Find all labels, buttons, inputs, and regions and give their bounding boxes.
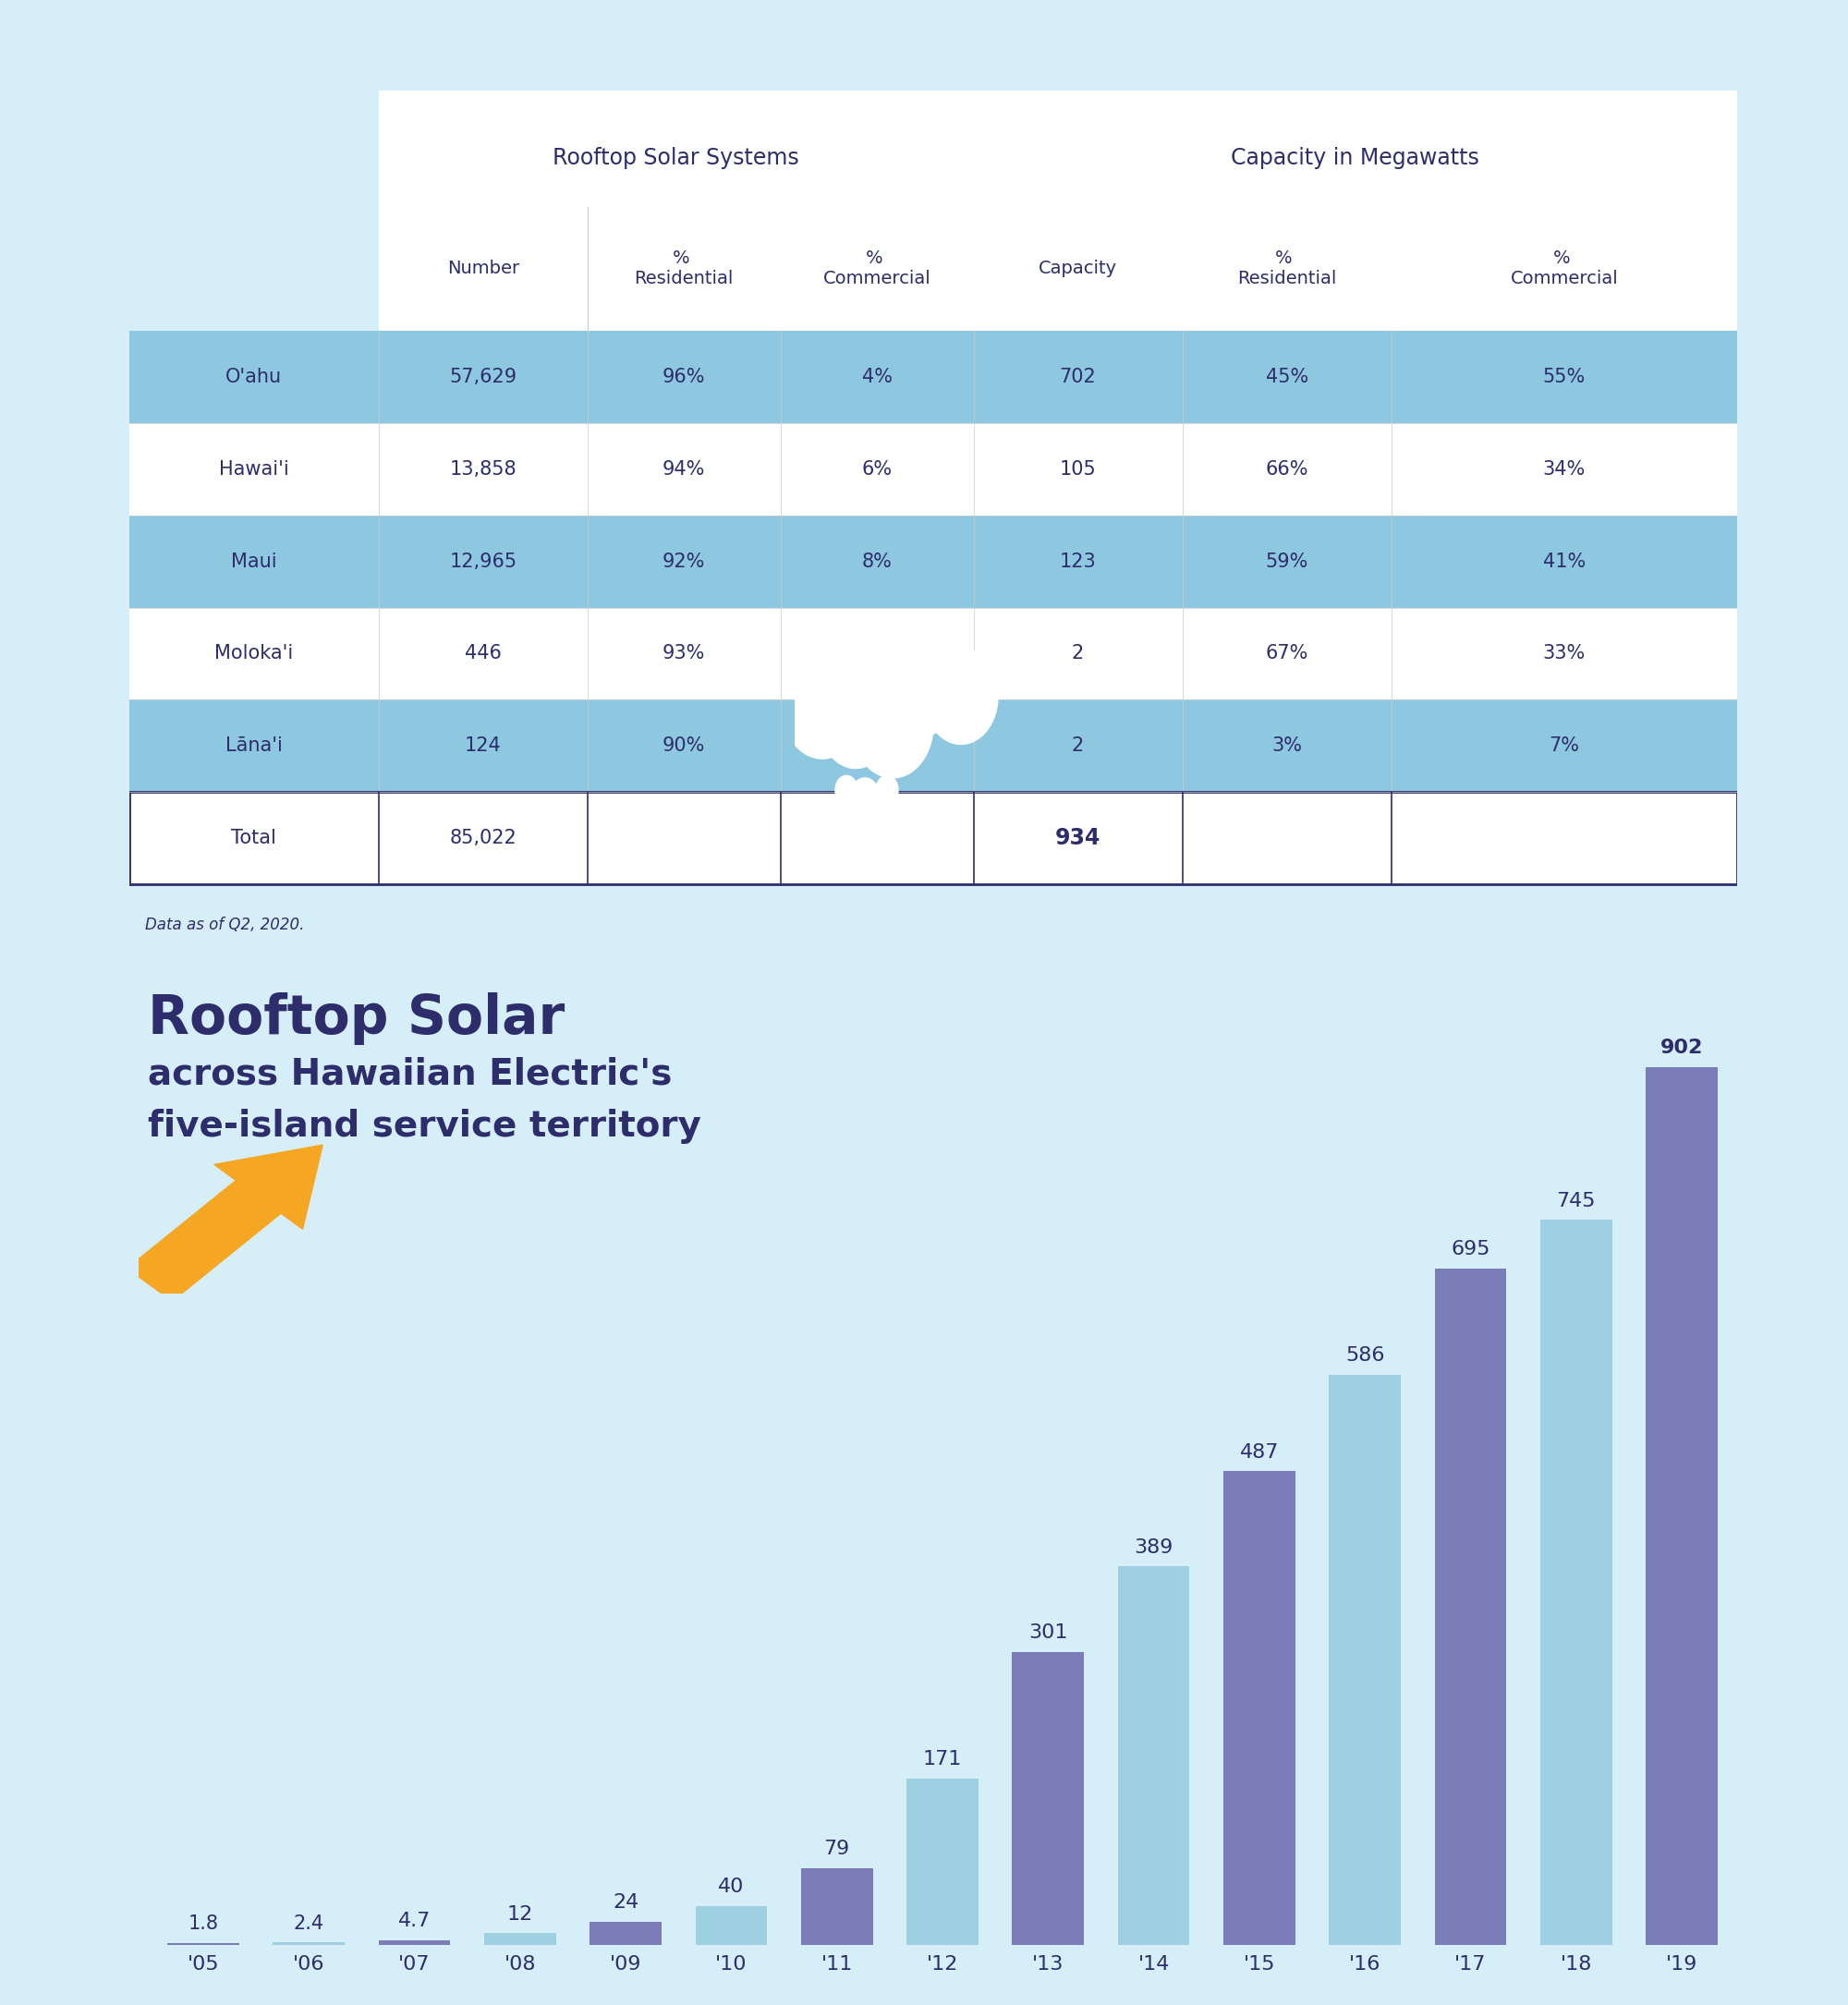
Text: 8%: 8%: [861, 551, 893, 571]
Text: 34%: 34%: [1543, 459, 1586, 479]
FancyBboxPatch shape: [974, 90, 1737, 331]
Text: 487: 487: [1240, 1444, 1279, 1462]
Circle shape: [852, 672, 933, 778]
Bar: [800, 1869, 872, 1945]
Bar: [907, 1778, 978, 1945]
Text: % 
Residential: % Residential: [634, 251, 734, 287]
Text: 85,022: 85,022: [449, 828, 517, 848]
Bar: [1647, 1067, 1717, 1945]
Text: 6%: 6%: [861, 459, 893, 479]
Text: 7%: 7%: [861, 644, 893, 664]
Text: 40: 40: [719, 1879, 745, 1897]
Bar: [1329, 1375, 1401, 1945]
Text: 55%: 55%: [1543, 367, 1586, 387]
Text: 2: 2: [1072, 736, 1085, 756]
Text: across Hawaiian Electric's: across Hawaiian Electric's: [148, 1057, 673, 1093]
FancyArrow shape: [128, 1145, 323, 1301]
Text: 12,965: 12,965: [449, 551, 517, 571]
Text: Hawai'i: Hawai'i: [218, 459, 288, 479]
Circle shape: [813, 612, 913, 742]
Circle shape: [872, 618, 965, 738]
Text: Number: Number: [447, 261, 519, 277]
Circle shape: [835, 776, 857, 804]
Text: 13,858: 13,858: [449, 459, 517, 479]
Text: 79: 79: [824, 1841, 850, 1859]
Text: 695: 695: [1451, 1241, 1489, 1259]
Text: 33%: 33%: [1543, 644, 1586, 664]
Text: Rooftop Solar: Rooftop Solar: [148, 992, 565, 1045]
Text: 934: 934: [1055, 826, 1101, 850]
Bar: [379, 1941, 451, 1945]
Text: 96%: 96%: [663, 367, 706, 387]
Text: 24: 24: [614, 1893, 639, 1913]
Circle shape: [850, 778, 880, 816]
Bar: [1118, 1566, 1190, 1945]
Text: 59%: 59%: [1266, 551, 1308, 571]
Text: Lāna'i: Lāna'i: [225, 736, 283, 756]
Circle shape: [782, 654, 863, 758]
Text: 3%: 3%: [1271, 736, 1303, 756]
Bar: [695, 1907, 767, 1945]
Text: 301: 301: [1029, 1624, 1068, 1642]
Text: 67%: 67%: [1266, 644, 1308, 664]
Text: 4%: 4%: [861, 367, 893, 387]
Text: 124: 124: [464, 736, 501, 756]
FancyBboxPatch shape: [129, 792, 1737, 884]
Text: Capacity: Capacity: [1039, 261, 1118, 277]
Text: 446: 446: [464, 644, 501, 664]
Text: 66%: 66%: [1266, 459, 1308, 479]
FancyBboxPatch shape: [129, 331, 1737, 423]
Text: 902: 902: [1660, 1039, 1704, 1057]
Text: 45%: 45%: [1266, 367, 1308, 387]
FancyBboxPatch shape: [379, 90, 974, 331]
Text: 105: 105: [1059, 459, 1096, 479]
Text: 90%: 90%: [663, 736, 706, 756]
Text: 94%: 94%: [663, 459, 706, 479]
Text: five-island service territory: five-island service territory: [148, 1109, 700, 1145]
Bar: [274, 1943, 346, 1945]
Bar: [1223, 1472, 1295, 1945]
Text: Total: Total: [231, 828, 277, 848]
Text: 4.7: 4.7: [397, 1913, 431, 1931]
Text: 2.4: 2.4: [294, 1915, 323, 1933]
Text: 1.8: 1.8: [188, 1915, 218, 1933]
Text: % 
Residential: % Residential: [1238, 251, 1336, 287]
Bar: [484, 1933, 556, 1945]
Text: 745: 745: [1556, 1191, 1595, 1211]
FancyBboxPatch shape: [129, 515, 1737, 608]
Text: Rooftop Solar Systems: Rooftop Solar Systems: [553, 146, 798, 168]
Text: 123: 123: [1059, 551, 1096, 571]
FancyBboxPatch shape: [129, 608, 1737, 700]
Circle shape: [819, 672, 893, 768]
Text: 93%: 93%: [663, 644, 706, 664]
Text: 10%: 10%: [856, 736, 898, 756]
Circle shape: [876, 776, 898, 804]
Bar: [1434, 1269, 1506, 1945]
Text: 12: 12: [506, 1905, 532, 1923]
Bar: [590, 1921, 662, 1945]
Text: 389: 389: [1135, 1538, 1173, 1556]
Text: 2: 2: [1072, 644, 1085, 664]
Text: Maui: Maui: [231, 551, 277, 571]
Text: 92%: 92%: [663, 551, 706, 571]
Text: 41%: 41%: [1543, 551, 1586, 571]
Text: Moloka'i: Moloka'i: [214, 644, 294, 664]
FancyBboxPatch shape: [129, 700, 1737, 792]
Text: 7%: 7%: [1549, 736, 1580, 756]
Bar: [1539, 1219, 1611, 1945]
Text: % 
Commercial: % Commercial: [1510, 251, 1619, 287]
Text: 171: 171: [922, 1750, 963, 1768]
Circle shape: [924, 648, 998, 744]
FancyBboxPatch shape: [129, 423, 1737, 515]
Text: Capacity in Megawatts: Capacity in Megawatts: [1231, 146, 1480, 168]
Text: 586: 586: [1345, 1347, 1384, 1365]
Text: O'ahu: O'ahu: [225, 367, 283, 387]
Text: % 
Commercial: % Commercial: [822, 251, 931, 287]
Text: 702: 702: [1059, 367, 1096, 387]
Text: Data as of Q2, 2020.: Data as of Q2, 2020.: [146, 916, 305, 932]
Bar: [1013, 1652, 1085, 1945]
Text: 57,629: 57,629: [449, 367, 517, 387]
